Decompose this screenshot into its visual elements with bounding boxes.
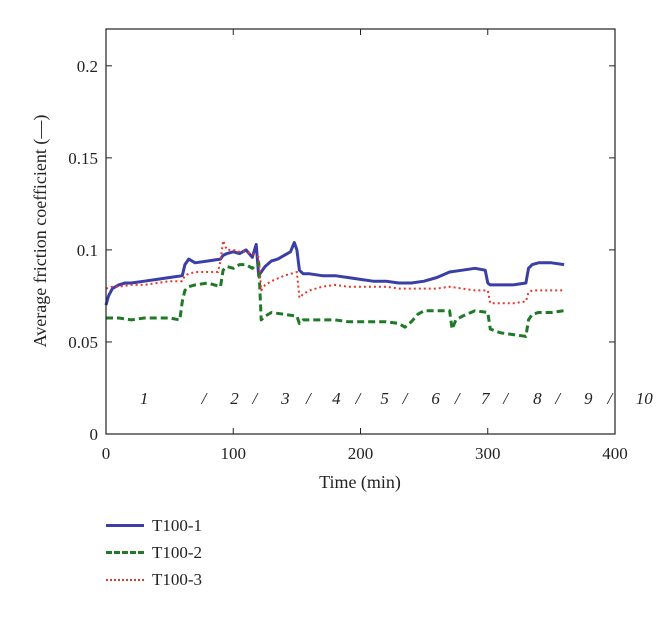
x-tick-label: 400 <box>602 444 628 463</box>
segment-label: / <box>502 389 510 408</box>
y-tick-label: 0.05 <box>68 333 98 352</box>
segment-label: / <box>402 389 410 408</box>
x-tick-label: 100 <box>221 444 247 463</box>
segment-label: 3 <box>280 389 290 408</box>
segment-label: / <box>305 389 313 408</box>
y-axis-title: Average friction coefficient (—) <box>30 115 51 348</box>
segment-label: / <box>607 389 615 408</box>
legend-swatch-dashed <box>106 551 144 554</box>
segment-label: 2 <box>230 389 239 408</box>
segment-label: 10 <box>636 389 654 408</box>
x-axis-title: Time (min) <box>319 472 401 493</box>
y-tick-label: 0.1 <box>77 241 98 260</box>
friction-chart: 0 100 200 300 400 0 0.05 0.1 0.15 0.2 1 / 2 / 3 / 4 / 5 / 6… <box>30 28 654 493</box>
x-tick-label: 0 <box>102 444 111 463</box>
legend-label: T100-3 <box>152 569 203 589</box>
y-tick-label: 0 <box>90 425 99 444</box>
legend: T100-1 T100-2 T100-3 <box>106 512 202 593</box>
x-tick-label: 200 <box>348 444 374 463</box>
segment-label: / <box>252 389 260 408</box>
legend-label: T100-2 <box>152 542 203 562</box>
segment-label: 7 <box>481 389 491 408</box>
segment-label: / <box>454 389 462 408</box>
legend-item-t100-2: T100-2 <box>106 539 202 566</box>
legend-label: T100-1 <box>152 515 203 535</box>
segment-label: 6 <box>431 389 440 408</box>
segment-label: / <box>201 389 209 408</box>
y-tick-label: 0.2 <box>77 57 98 76</box>
series-line-t100-2 <box>106 261 565 338</box>
legend-item-t100-3: T100-3 <box>106 566 202 593</box>
legend-item-t100-1: T100-1 <box>106 512 202 539</box>
y-tick-label: 0.15 <box>68 149 98 168</box>
plot-frame <box>105 28 616 435</box>
x-tick-label: 300 <box>475 444 501 463</box>
series-line-t100-3 <box>105 239 565 305</box>
segment-label: 1 <box>140 389 149 408</box>
segment-label: 4 <box>332 389 341 408</box>
segment-label: 9 <box>584 389 593 408</box>
segment-label: 8 <box>533 389 542 408</box>
legend-swatch-solid <box>106 524 144 527</box>
series-line-t100-1 <box>104 241 565 306</box>
legend-swatch-dotted <box>106 578 144 581</box>
segment-label: / <box>554 389 562 408</box>
segment-label: / <box>355 389 363 408</box>
segment-label: 5 <box>380 389 389 408</box>
